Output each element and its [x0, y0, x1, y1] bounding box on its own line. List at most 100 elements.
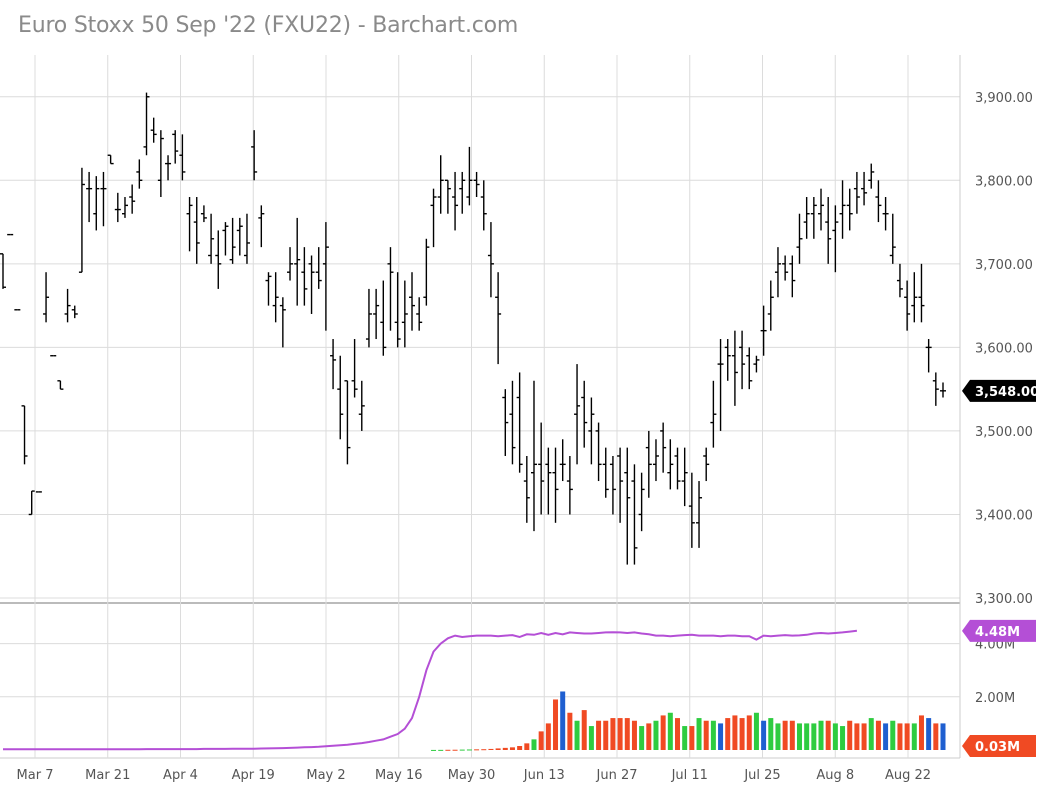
ohlc-bar [93, 176, 100, 231]
ohlc-bar [609, 455, 616, 515]
volume-bar [753, 712, 759, 750]
y-tick-label: 3,400.00 [975, 508, 1033, 523]
ohlc-bar [724, 339, 731, 381]
ohlc-bar [896, 263, 903, 298]
ohlc-bar [825, 197, 832, 264]
x-tick-label: Jun 13 [523, 768, 565, 783]
ohlc-bar [516, 372, 523, 473]
volume-bar [495, 748, 501, 750]
x-tick-label: Jul 11 [671, 768, 708, 783]
ohlc-bar [337, 355, 344, 440]
volume-bar [768, 718, 774, 750]
x-tick-label: Mar 21 [85, 768, 130, 783]
ohlc-bar [918, 263, 925, 323]
x-tick-label: Aug 22 [885, 768, 931, 783]
ohlc-bar [559, 439, 566, 482]
volume-bar [940, 723, 946, 750]
volume-bar [911, 723, 917, 750]
ohlc-bar [473, 171, 480, 198]
x-tick-label: Jul 25 [743, 768, 780, 783]
volume-bar [904, 723, 910, 750]
x-tick-label: May 16 [375, 768, 423, 783]
ohlc-bar [143, 92, 150, 156]
volume-bar [610, 718, 616, 750]
ohlc-bar [789, 255, 796, 298]
volume-bar [445, 749, 451, 751]
ohlc-bar [129, 184, 136, 214]
ohlc-bar [193, 197, 200, 264]
ohlc-bar [552, 447, 559, 523]
ohlc-bar [444, 179, 451, 214]
volume-bar [689, 726, 695, 750]
last-price-tag-shape [962, 379, 1036, 402]
open-interest-tag-shape [962, 619, 1036, 642]
ohlc-bars [0, 92, 946, 565]
ohlc-bar [523, 455, 530, 523]
ohlc-bar [365, 288, 372, 348]
ohlc-bar [423, 238, 430, 306]
ohlc-bar [466, 146, 473, 206]
ohlc-bar [136, 159, 143, 189]
ohlc-bar [251, 130, 258, 181]
volume-bar [761, 720, 767, 750]
volume-bar [524, 743, 530, 750]
ohlc-bar [409, 272, 416, 331]
volume-bars [431, 691, 946, 751]
ohlc-bar [200, 205, 207, 223]
y-tick-label: 3,600.00 [975, 341, 1033, 356]
grid [0, 55, 961, 759]
ohlc-bar [631, 464, 638, 565]
ohlc-bar [846, 188, 853, 231]
ohlc-bar [911, 272, 918, 323]
x-tick-label: May 2 [306, 768, 345, 783]
ohlc-bar [258, 205, 265, 248]
ohlc-bar [717, 339, 724, 431]
volume-bar [646, 723, 652, 750]
ohlc-bar [660, 422, 667, 473]
x-tick-label: Apr 19 [232, 768, 275, 783]
ohlc-bar [301, 247, 308, 306]
x-tick-label: Aug 8 [816, 768, 854, 783]
volume-bar [732, 715, 738, 750]
ohlc-bar [731, 330, 738, 406]
volume-bar [567, 712, 573, 750]
ohlc-bar [265, 272, 272, 306]
volume-bar [675, 718, 681, 750]
volume-bar [718, 723, 724, 750]
volume-tag-label: 0.03M [975, 740, 1020, 755]
ohlc-bar [703, 447, 710, 482]
ohlc-bar [904, 280, 911, 331]
ohlc-bar [530, 380, 537, 532]
ohlc-bar [645, 430, 652, 498]
ohlc-bar [387, 247, 394, 331]
ohlc-bar [487, 222, 494, 298]
volume-bar [775, 723, 781, 750]
ohlc-bar [581, 380, 588, 448]
volume-bar [474, 749, 480, 751]
ohlc-bar [739, 330, 746, 390]
ohlc-bar [688, 472, 695, 548]
volume-bar [509, 747, 515, 750]
volume-bar [739, 718, 745, 750]
ohlc-bar [0, 253, 6, 289]
volume-bar [883, 723, 889, 750]
ohlc-bar [172, 130, 179, 164]
ohlc-bar [882, 197, 889, 231]
volume-bar [488, 748, 494, 750]
ohlc-bar [100, 171, 107, 227]
volume-bar [725, 718, 731, 750]
ohlc-bar [86, 171, 93, 223]
ohlc-bar [696, 481, 703, 548]
volume-bar [667, 712, 673, 750]
open-interest-tag: 4.48M [962, 619, 1036, 642]
ohlc-bar [782, 255, 789, 281]
ohlc-bar [853, 171, 860, 214]
ohlc-bar [236, 217, 243, 256]
volume-bar [796, 723, 802, 750]
volume-bar [811, 723, 817, 750]
y-tick-label: 3,300.00 [975, 592, 1033, 607]
volume-bar [890, 720, 896, 750]
volume-bar [639, 726, 645, 750]
volume-bar [933, 723, 939, 750]
